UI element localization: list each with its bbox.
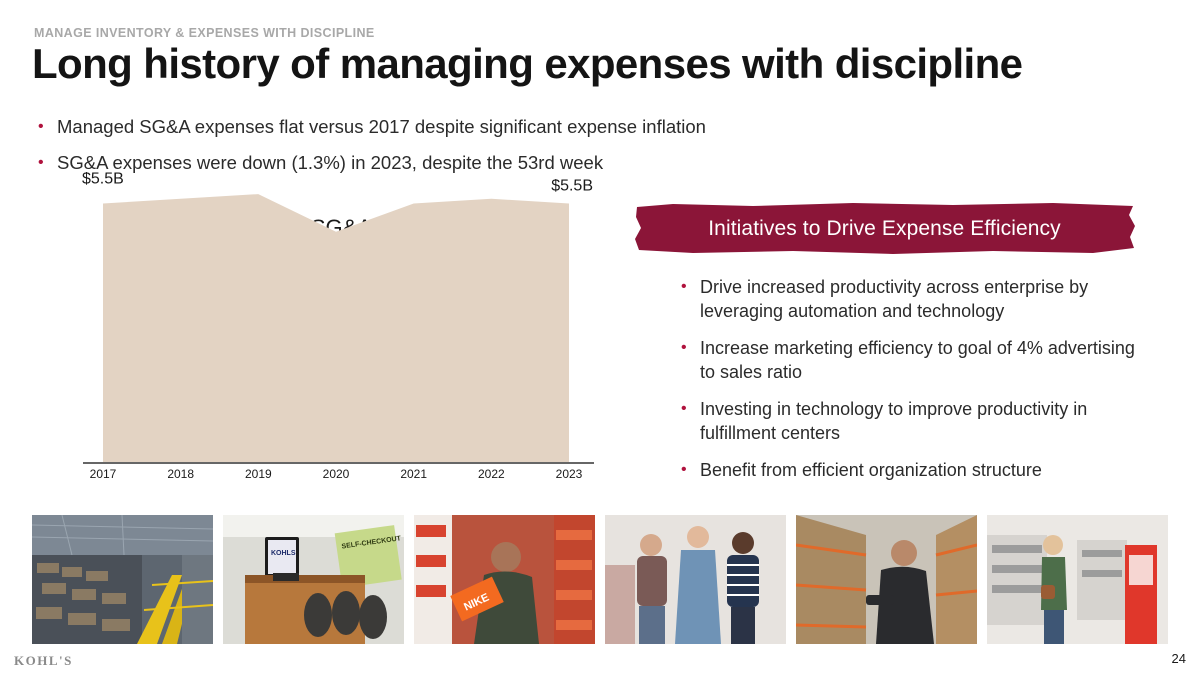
bullet-dot-icon: •: [38, 118, 44, 135]
x-tick-label: 2017: [90, 467, 117, 481]
kiosk-screen-text: KOHLS: [271, 550, 296, 557]
initiative-item: • Investing in technology to improve pro…: [681, 397, 1151, 445]
initiatives-heading: Initiatives to Drive Expense Efficiency: [708, 216, 1061, 240]
bullet-dot-icon: •: [38, 154, 44, 172]
bullet-dot-icon: •: [681, 400, 687, 417]
page-number: 24: [1171, 651, 1186, 666]
initiative-item: • Benefit from efficient organization st…: [681, 458, 1151, 482]
page-title: Long history of managing expenses with d…: [32, 40, 1023, 87]
photo-customer-pickup: [987, 515, 1168, 644]
x-tick-label: 2022: [478, 467, 505, 481]
kohls-logo: KOHL'S: [14, 653, 73, 668]
initiative-item: • Increase marketing efficiency to goal …: [681, 336, 1151, 384]
initiatives-banner: Initiatives to Drive Expense Efficiency: [633, 201, 1136, 256]
banner-brush-shape: [635, 203, 1135, 254]
sga-area-chart: 2017 2018 2019 2020 2021 2022 2023 $5.5B $5.5B: [82, 171, 594, 481]
bullet-text: SG&A expenses were down (1.3%) in 2023, …: [57, 152, 604, 174]
data-label: $5.5B: [82, 171, 124, 188]
bullet-text: Managed SG&A expenses flat versus 2017 d…: [57, 116, 706, 137]
bullet-dot-icon: •: [681, 339, 687, 356]
bullet-item: • SG&A expenses were down (1.3%) in 2023…: [38, 151, 706, 175]
initiative-text: Benefit from efficient organization stru…: [700, 460, 1042, 480]
photo-associates-group: [605, 515, 786, 644]
sga-area-series: [103, 194, 569, 462]
x-tick-label: 2020: [323, 467, 350, 481]
x-tick-label: 2019: [245, 467, 272, 481]
bullet-dot-icon: •: [681, 461, 687, 478]
bullet-dot-icon: •: [681, 278, 687, 295]
x-tick-label: 2021: [400, 467, 427, 481]
initiative-item: • Drive increased productivity across en…: [681, 275, 1151, 323]
data-label: $5.5B: [551, 178, 593, 195]
x-tick-label: 2018: [167, 467, 194, 481]
photo-associate-shoebox: NIKE: [414, 515, 595, 644]
photo-associate-stockroom: [796, 515, 977, 644]
initiative-text: Investing in technology to improve produ…: [700, 399, 1088, 443]
x-tick-label: 2023: [556, 467, 583, 481]
initiatives-list: • Drive increased productivity across en…: [681, 275, 1151, 495]
photo-distribution-center: [32, 515, 213, 644]
photo-self-checkout: SELF-CHECKOUT KOHLS: [223, 515, 404, 644]
initiative-text: Drive increased productivity across ente…: [700, 277, 1089, 321]
eyebrow-label: MANAGE INVENTORY & EXPENSES WITH DISCIPL…: [34, 26, 375, 40]
bullet-item: • Managed SG&A expenses flat versus 2017…: [38, 115, 706, 139]
top-bullet-list: • Managed SG&A expenses flat versus 2017…: [38, 115, 706, 187]
photo-strip: SELF-CHECKOUT KOHLS NIKE: [32, 515, 1168, 644]
initiative-text: Increase marketing efficiency to goal of…: [700, 338, 1135, 382]
